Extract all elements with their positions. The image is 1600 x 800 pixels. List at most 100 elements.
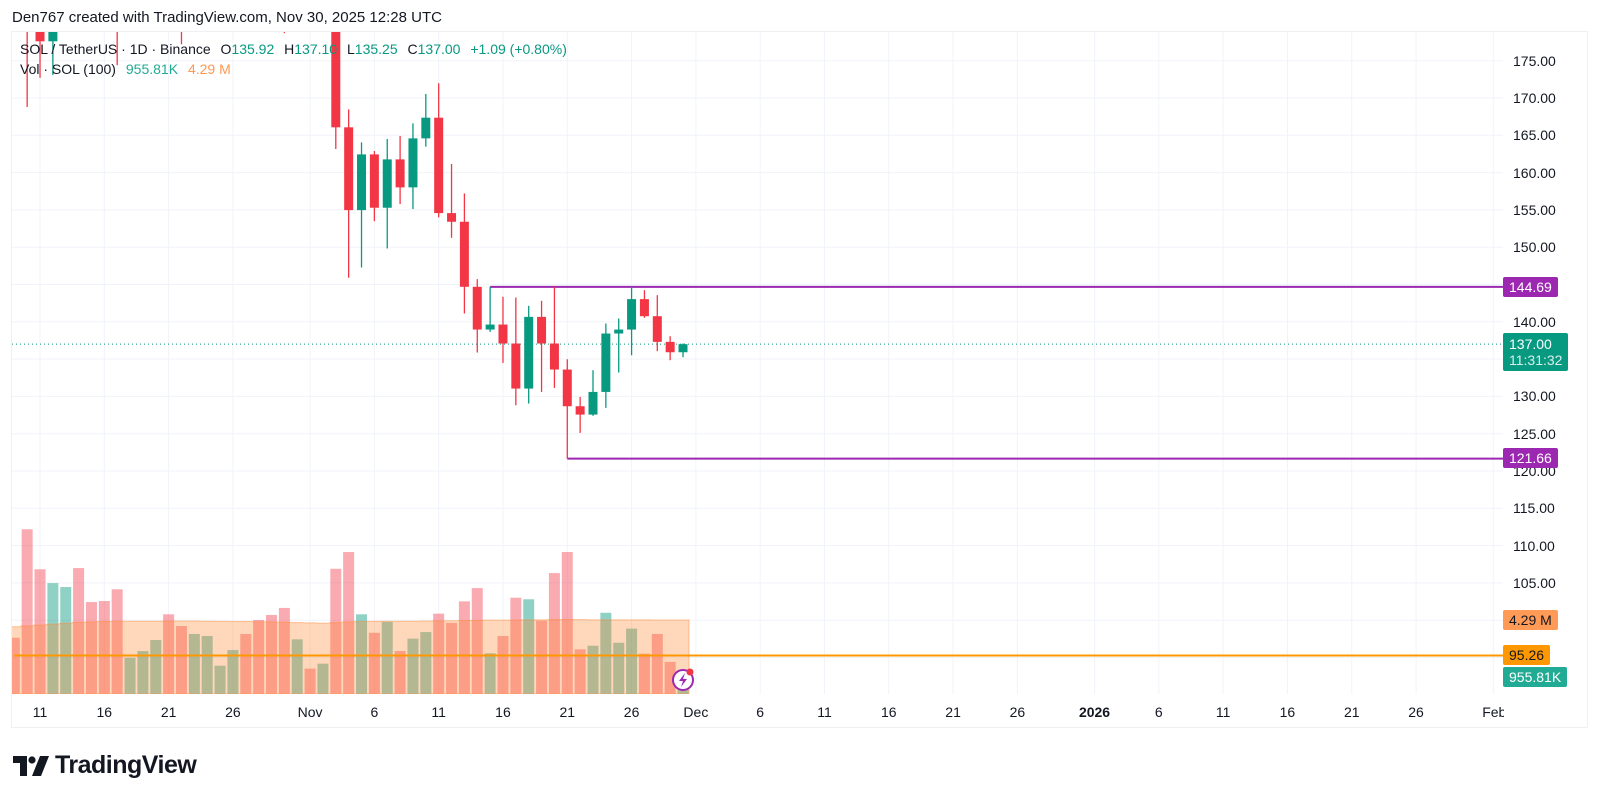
volume-bar [111,589,123,694]
price-tick-label: 110.00 [1513,537,1555,554]
volume-bar [34,569,46,694]
volume-bar [368,632,380,694]
date-tick-label: 11 [32,704,48,720]
chart-frame [11,31,1588,728]
price-tick-label: 175.00 [1513,52,1556,69]
price-tick-label: 115.00 [1513,500,1555,517]
candle-series [26,0,688,459]
candle-up [48,32,58,42]
candle-down [562,369,572,407]
volume-bar [600,612,612,694]
candle-up [588,391,598,415]
candle-up [357,154,367,211]
candle-up [382,159,392,208]
orange-line-price-badge: 95.26 [1503,645,1551,665]
candle-down [35,32,45,42]
tradingview-logo-text: TradingView [55,751,197,779]
volume-bar [227,650,239,694]
low-value: 135.25 [354,41,398,57]
volume-ma-area-path [12,618,690,694]
candle-down [472,286,482,330]
candle-down [177,0,186,23]
volume-bar [330,568,342,694]
bar-countdown: 11:31:32 [1509,352,1563,368]
volume-bar [497,636,509,694]
volume-bar [638,653,650,694]
volume-bar [47,583,59,694]
date-tick-label: 21 [160,704,177,720]
candle-up [190,0,199,23]
volume-series [12,529,689,694]
volume-value: 955.81K [125,61,179,77]
date-tick-label: 11 [1215,704,1231,720]
volume-bar [471,588,483,694]
volume-title[interactable]: Vol · SOL (100) [20,61,116,77]
volume-bar [446,622,458,694]
volume-bar [266,614,277,694]
price-tick-label: 150.00 [1513,239,1556,256]
open-label: O [220,41,232,57]
volume-bar [98,601,110,694]
tradingview-logo[interactable]: TradingView [13,751,197,780]
volume-bar [651,633,663,694]
volume-bar [21,529,33,694]
date-tick-label: 6 [370,704,379,720]
volume-bar [85,602,97,694]
volume-bar [343,552,355,694]
date-tick-label: 21 [559,704,576,720]
high-label: H [284,41,295,57]
candle-down [537,316,547,344]
volume-bar [613,642,625,694]
date-tick-label: 21 [1343,704,1360,720]
notification-dot [686,668,694,676]
volume-bar [484,653,496,694]
chart-caption: Den767 created with TradingView.com, Nov… [12,9,442,26]
volume-badge: 955.81K [1503,667,1568,687]
price-tick-label: 160.00 [1513,164,1556,181]
close-label: C [407,41,418,57]
date-tick-label: Dec [683,704,709,720]
date-tick-label: 16 [1279,704,1296,720]
candle-down [639,299,649,317]
price-tick-label: 155.00 [1513,201,1556,218]
candle-down [665,341,675,353]
volume-bar [574,649,586,694]
open-value: 135.92 [231,41,275,57]
resistance-price-badge: 144.69 [1503,277,1558,297]
change-value: +1.09 (+0.80%) [470,41,567,57]
last-price-badge: 137.00 11:31:32 [1503,333,1569,371]
volume-bar [561,552,573,694]
candle-down [369,154,379,208]
volume-bar [523,599,535,694]
candle-up [485,324,495,330]
volume-ma-area [12,618,690,694]
date-tick-label: 16 [880,704,897,720]
candle-down [331,32,341,128]
date-tick-label: Nov [297,704,323,720]
price-tick-label: 130.00 [1513,388,1556,405]
volume-bar [12,637,20,694]
volume-bar [394,651,406,694]
grid [12,32,1503,694]
tradingview-logo-icon [13,755,49,776]
date-tick-label: 11 [431,704,446,720]
symbol-title[interactable]: SOL / TetherUS · 1D · Binance [20,41,211,57]
candle-up [524,316,534,389]
price-tick-label: 140.00 [1513,313,1556,330]
close-value: 137.00 [417,41,461,57]
horizontal-lines [12,285,1503,657]
last-price: 137.00 [1509,336,1552,352]
volume-bar [626,628,638,694]
candle-down [575,406,585,415]
symbol-legend: SOL / TetherUS · 1D · Binance O135.92 H 1… [20,41,567,57]
candle-down [511,343,521,389]
lightning-icon[interactable] [672,668,694,691]
candle-up [614,329,624,334]
volume-bar [278,607,290,694]
volume-bar [124,657,136,694]
candle-down [459,221,469,287]
candle-down [344,127,354,211]
candle-up [421,117,431,139]
date-tick-label: 11 [817,704,832,720]
